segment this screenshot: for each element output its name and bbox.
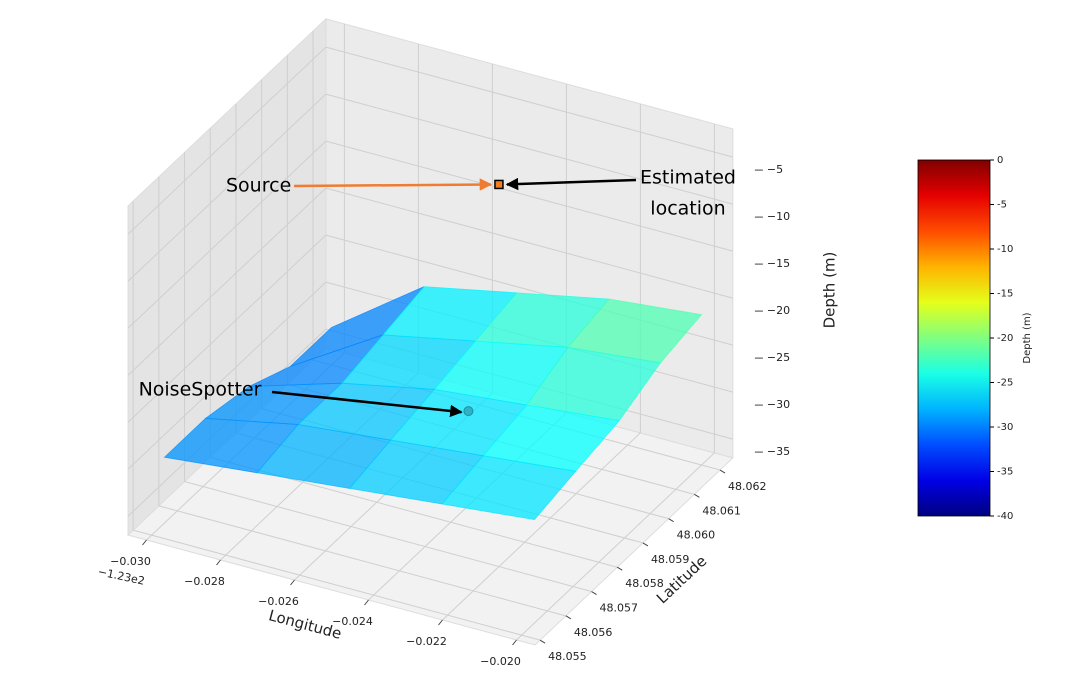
- x-tick-label: −0.020: [480, 655, 521, 668]
- grid-line: [127, 93, 327, 282]
- tick-mark: [438, 619, 443, 626]
- annotation-text: Source: [226, 175, 291, 197]
- grid-line: [127, 140, 327, 329]
- colorbar-tick-label: -15: [997, 289, 1013, 300]
- grid-line: [325, 140, 734, 252]
- y-tick-label: 48.057: [600, 602, 639, 615]
- grid-line: [184, 481, 592, 593]
- tick-mark: [668, 518, 674, 523]
- z-tick-label: −35: [767, 445, 790, 458]
- annotation-arrow: [293, 178, 493, 191]
- colorbar-tick-label: -40: [997, 511, 1013, 522]
- annotation-arrow: [271, 390, 463, 418]
- colorbar-tick-label: -35: [997, 467, 1013, 478]
- tick-mark: [565, 615, 572, 620]
- grid-line: [325, 93, 734, 205]
- tick-mark: [642, 542, 649, 547]
- tick-mark: [290, 579, 295, 586]
- tick-mark: [694, 493, 700, 498]
- y-tick-label: 48.059: [651, 553, 690, 566]
- colorbar-tick-label: -5: [997, 200, 1007, 211]
- noisespotter-point: [463, 406, 474, 417]
- grid-line: [442, 432, 641, 621]
- annotation-arrow: [505, 177, 637, 191]
- z-tick-label: −20: [767, 304, 790, 317]
- x-tick-label: −0.022: [406, 635, 447, 648]
- tick-mark: [142, 539, 147, 546]
- tick-mark: [512, 639, 517, 646]
- x-tick-label: −0.026: [258, 595, 299, 608]
- grid-line: [158, 505, 566, 617]
- tick-mark: [364, 599, 369, 606]
- annotation-text: location: [650, 198, 725, 220]
- colorbar-tick-label: -30: [997, 422, 1013, 433]
- z-tick-label: −25: [767, 351, 790, 364]
- z-tick-label: −15: [767, 257, 790, 270]
- colorbar-label: Depth (m): [1022, 312, 1033, 363]
- x-axis-label: Longitude: [267, 606, 344, 643]
- grid-line: [516, 452, 715, 641]
- y-tick-label: 48.060: [677, 529, 716, 542]
- y-tick-label: 48.062: [728, 480, 767, 493]
- colorbar-tick-label: -20: [997, 333, 1013, 344]
- grid-line: [127, 234, 327, 423]
- annotation-text: NoiseSpotter: [139, 379, 262, 401]
- tick-mark: [216, 559, 221, 566]
- y-tick-label: 48.058: [625, 577, 664, 590]
- z-axis-label: Depth (m): [821, 252, 839, 329]
- tick-mark: [539, 639, 546, 644]
- z-tick-label: −5: [767, 163, 783, 176]
- x-offset-text: −1.23e2: [97, 565, 146, 588]
- tick-mark: [616, 566, 623, 571]
- y-tick-label: 48.055: [548, 650, 587, 663]
- annotation-text: Estimated: [640, 167, 736, 189]
- grid-line: [133, 529, 541, 641]
- grid-line: [127, 187, 327, 376]
- colorbar: [917, 159, 991, 517]
- tick-mark: [591, 591, 597, 595]
- x-tick-label: −0.028: [184, 575, 225, 588]
- colorbar-tick-label: -25: [997, 378, 1013, 389]
- y-tick-label: 48.061: [702, 504, 741, 517]
- z-tick-label: −10: [767, 210, 790, 223]
- x-tick-label: −0.030: [110, 555, 151, 568]
- y-tick-label: 48.056: [574, 626, 613, 639]
- grid-line: [127, 281, 327, 470]
- colorbar-tick-label: 0: [997, 155, 1003, 166]
- grid-line: [325, 187, 734, 299]
- surface-patch: [441, 455, 577, 521]
- grid-line: [127, 46, 327, 235]
- z-tick-label: −30: [767, 398, 790, 411]
- source-point: [494, 179, 504, 190]
- tick-mark: [719, 469, 726, 474]
- colorbar-tick-label: -10: [997, 244, 1013, 255]
- x-tick-label: −0.024: [332, 615, 373, 628]
- grid-line: [325, 46, 734, 158]
